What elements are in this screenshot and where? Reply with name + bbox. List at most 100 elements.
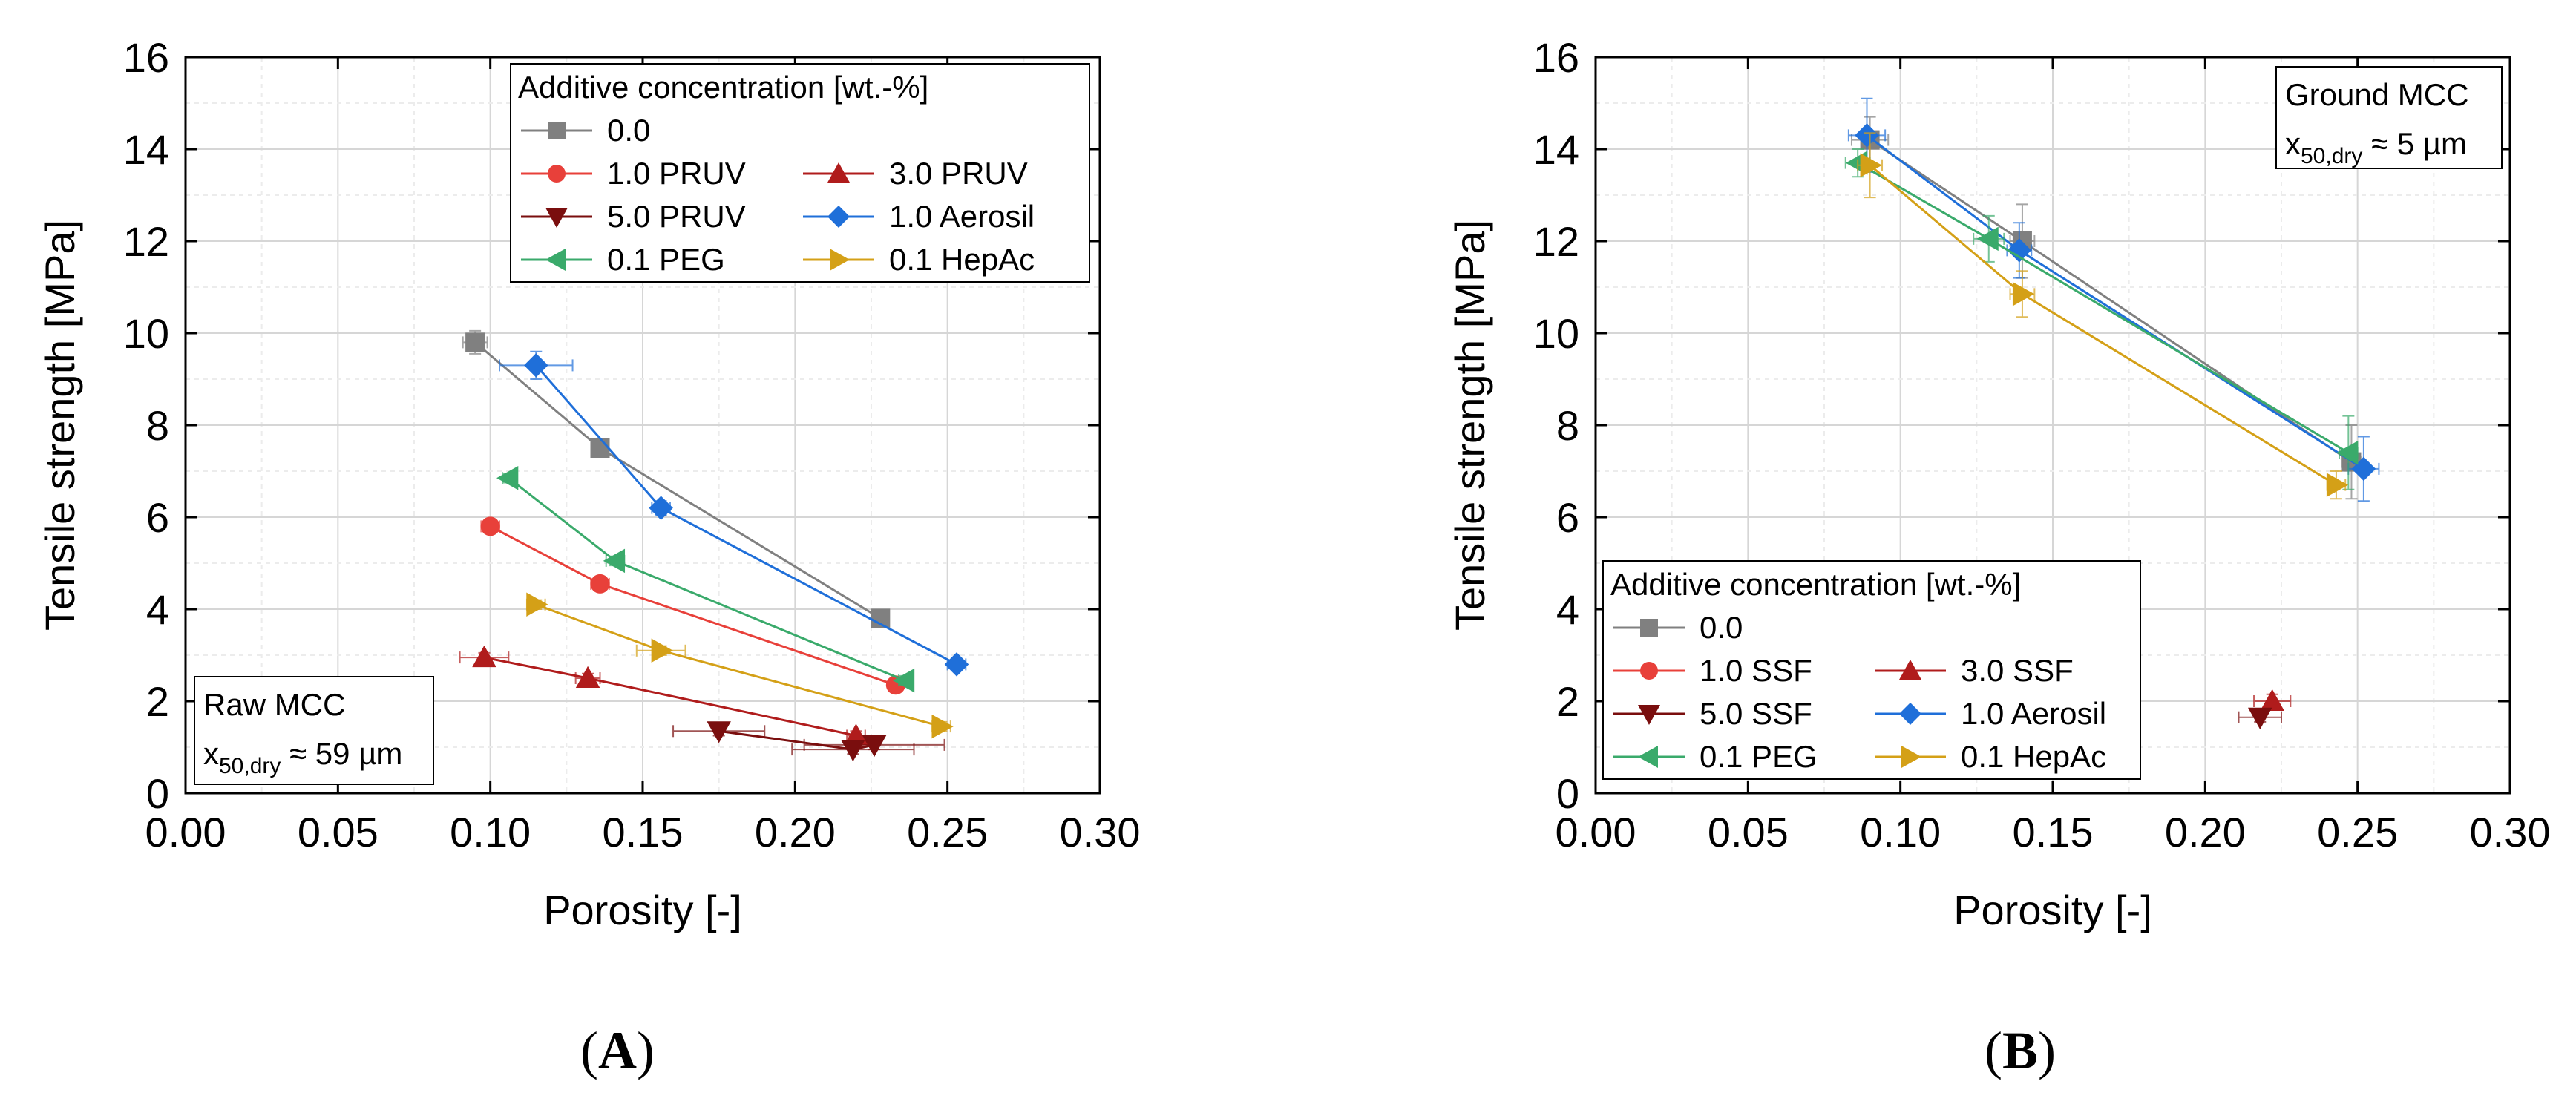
data-point <box>2326 473 2349 497</box>
legend-label: 1.0 SSF <box>1700 653 1812 688</box>
y-tick-label: 0 <box>146 770 169 817</box>
y-tick-label: 8 <box>1556 402 1579 449</box>
x-tick-label: 0.05 <box>298 809 378 855</box>
legend-item: 0.1 HepAc <box>1875 739 2106 774</box>
annotation-material: Raw MCC <box>203 687 345 722</box>
x-tick-label: 0.20 <box>2165 809 2246 855</box>
legend-label: 1.0 PRUV <box>607 156 746 191</box>
y-tick-label: 10 <box>1533 310 1579 357</box>
legend-item: 1.0 Aerosil <box>1875 696 2106 731</box>
annotation: Ground MCC x50,dry ≈ 5 µm <box>2275 66 2503 169</box>
data-point <box>472 645 496 668</box>
data-point <box>1855 123 1879 148</box>
legend-item: 0.1 PEG <box>521 242 725 277</box>
series-line <box>1857 162 2350 454</box>
x-tick-label: 0.05 <box>1708 809 1789 855</box>
y-tick-label: 8 <box>146 402 169 449</box>
data-point <box>1976 226 1999 252</box>
data-point <box>862 735 887 758</box>
legend-label: 0.0 <box>1700 610 1743 645</box>
legend-item: 0.1 HepAc <box>803 242 1035 277</box>
panel-letter: B <box>2002 1021 2038 1080</box>
legend: Additive concentration [wt.-%] 0.0 1.0 SSF… <box>1602 560 2141 780</box>
series-1_0-Aerosil <box>1847 97 2380 502</box>
data-point <box>707 721 731 743</box>
legend-marker <box>1640 662 1658 680</box>
legend-item: 0.0 <box>521 113 650 148</box>
legend-item: 1.0 PRUV <box>521 156 746 191</box>
series-line <box>1869 164 2337 486</box>
legend-marker <box>1638 705 1660 725</box>
x-tick-label: 0.25 <box>2317 809 2398 855</box>
panel-paren-close: ) <box>637 1021 655 1080</box>
axes: 0.00 0.05 0.10 0.15 0.20 0.25 0.30 0 2 4 6 8 10 12 14 1… <box>123 34 1141 855</box>
legend-label: 0.0 <box>607 113 650 148</box>
y-tick-label: 12 <box>123 218 169 265</box>
legend-marker <box>1638 746 1658 768</box>
legend-marker <box>1901 746 1921 768</box>
legend-label: 0.1 HepAc <box>889 242 1035 277</box>
legend-label: 5.0 PRUV <box>607 199 746 234</box>
legend-box <box>510 63 1090 283</box>
annotation-symbol: x <box>203 736 219 771</box>
series-3_0-PRUV <box>459 645 868 746</box>
legend-label: 5.0 SSF <box>1700 696 1812 731</box>
annotation-box <box>2275 66 2503 169</box>
y-axis-title: Tensile strength [MPa] <box>36 220 83 631</box>
series-1_0-PRUV <box>480 516 905 695</box>
annotation-subscript: 50,dry <box>219 754 281 778</box>
series-line <box>508 477 905 682</box>
y-tick-label: 14 <box>123 126 169 173</box>
y-tick-label: 4 <box>146 586 169 633</box>
annotation-particle-size: x50,dry ≈ 59 µm <box>203 736 402 778</box>
data-point <box>2248 707 2272 729</box>
legend-label: 1.0 Aerosil <box>889 199 1035 234</box>
legend-item: 3.0 PRUV <box>803 156 1028 191</box>
series-0_1-PEG <box>496 466 915 693</box>
legend-marker <box>1899 703 1921 725</box>
legend-marker <box>830 249 850 271</box>
panel-paren-close: ) <box>2038 1021 2056 1080</box>
legend-marker <box>548 165 566 183</box>
legend-item: 5.0 SSF <box>1613 696 1812 731</box>
legend-marker <box>827 162 850 183</box>
series-layer <box>459 329 969 762</box>
series-3_0-SSF <box>2253 689 2292 711</box>
data-point <box>524 353 548 378</box>
y-axis-title: Tensile strength [MPa] <box>1446 220 1493 631</box>
data-point <box>649 496 673 520</box>
panel-letter: A <box>598 1021 637 1080</box>
legend-marker <box>1640 619 1658 637</box>
x-tick-label: 0.15 <box>2013 809 2094 855</box>
series-5_0-SSF <box>2238 707 2282 729</box>
y-tick-label: 12 <box>1533 218 1579 265</box>
data-point <box>603 548 626 574</box>
series-line <box>474 341 882 620</box>
x-tick-label: 0.10 <box>450 809 531 855</box>
data-point <box>2336 440 2359 465</box>
series-line <box>484 656 856 737</box>
series-0_0 <box>462 329 891 628</box>
legend: Additive concentration [wt.-%] 0.0 1.0 PRU… <box>510 63 1090 283</box>
legend-label: 0.1 PEG <box>607 242 725 277</box>
series-0_1-PEG <box>1844 148 2359 490</box>
legend-marker <box>1899 660 1921 680</box>
y-tick-label: 14 <box>1533 126 1579 173</box>
x-tick-label: 0.10 <box>1860 809 1941 855</box>
x-tick-label: 0.20 <box>755 809 836 855</box>
series-1_0-Aerosil <box>498 350 969 677</box>
legend-item: 1.0 SSF <box>1613 653 1812 688</box>
y-tick-label: 6 <box>146 494 169 541</box>
series-layer <box>1844 97 2380 729</box>
legend-label: 0.1 PEG <box>1700 739 1818 774</box>
data-point <box>2007 238 2032 263</box>
series-0_1-HepAc <box>1857 132 2349 500</box>
legend-item: 1.0 Aerosil <box>803 199 1035 234</box>
annotation-particle-size: x50,dry ≈ 5 µm <box>2285 126 2467 168</box>
legend-label: 3.0 SSF <box>1961 653 2074 688</box>
x-tick-label: 0.30 <box>1060 809 1141 855</box>
annotation: Raw MCC x50,dry ≈ 59 µm <box>194 676 434 785</box>
legend-item: 0.1 PEG <box>1613 739 1818 774</box>
series-line <box>489 525 897 686</box>
